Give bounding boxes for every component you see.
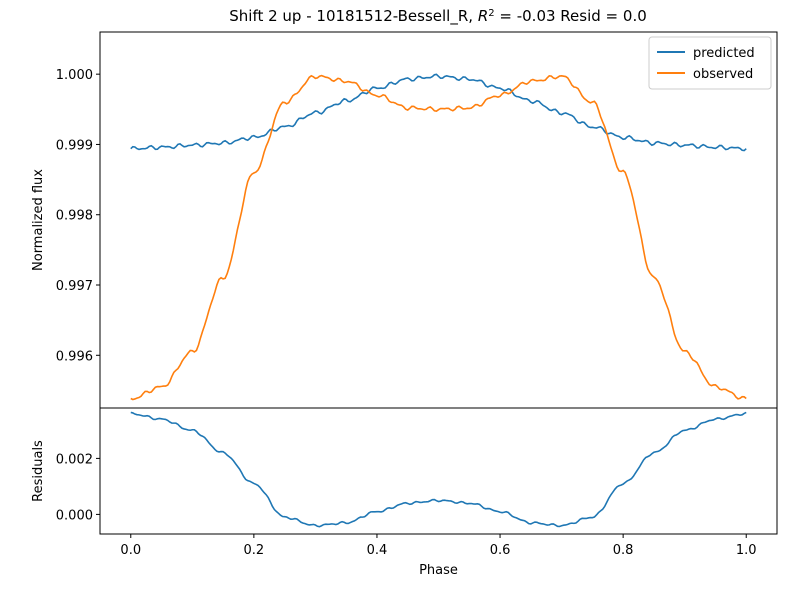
flux-ytick-label: 0.998: [56, 209, 93, 224]
residuals-xtick-label: 0.6: [490, 543, 511, 558]
plot-title: Shift 2 up - 10181512-Bessell_R, R2 = -0…: [229, 7, 647, 26]
flux-series-predicted-line: [130, 73, 747, 152]
title-prefix: Shift 2 up - 10181512-Bessell_R,: [229, 7, 478, 26]
flux-ytick-label: 1.000: [56, 68, 93, 83]
residuals-series-residuals-line: [130, 411, 747, 528]
flux-ytick-label: 0.996: [56, 349, 93, 364]
residuals-xtick-label: 0.0: [120, 543, 141, 558]
legend-label-observed: observed: [693, 67, 753, 82]
residuals-panel: 0.000 0.002 0.0 0.2 0.4 0.6 0.8 1.0 Residuals Pha…: [31, 407, 778, 578]
legend-box: [648, 36, 772, 90]
title-suffix: = -0.03 Resid = 0.0: [495, 7, 647, 25]
residuals-ytick-label: 0.002: [56, 452, 93, 467]
flux-ylabel: Normalized flux: [31, 169, 46, 271]
title-r-exponent: 2: [488, 8, 494, 19]
flux-panel: 0.996 0.997 0.998 0.999 1.000 Normalized flux…: [31, 31, 778, 409]
residuals-xtick-label: 0.2: [244, 543, 265, 558]
residuals-xtick-label: 0.4: [367, 543, 388, 558]
flux-series-observed-line: [130, 74, 747, 401]
residuals-xtick-label: 0.8: [613, 543, 634, 558]
residuals-ytick-label: 0.000: [56, 508, 93, 523]
title-r-symbol: R: [478, 7, 488, 25]
residuals-axes-frame: [99, 407, 778, 535]
residuals-xtick-label: 1.0: [736, 543, 757, 558]
legend-label-predicted: predicted: [693, 46, 755, 61]
flux-ytick-label: 0.997: [56, 279, 93, 294]
residuals-xlabel: Phase: [419, 563, 458, 578]
flux-ytick-label: 0.999: [56, 138, 93, 153]
residuals-ylabel: Residuals: [31, 440, 46, 502]
